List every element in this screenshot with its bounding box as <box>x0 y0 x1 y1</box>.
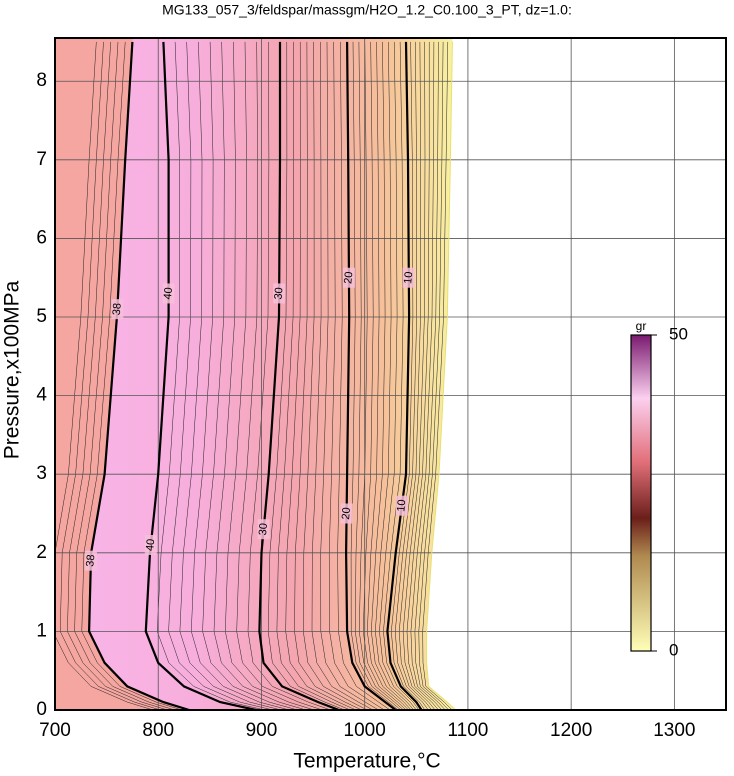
y-tick-label: 8 <box>36 70 47 91</box>
plot-frame <box>54 37 727 711</box>
y-axis-label: Pressure,x100MPa <box>1 280 24 459</box>
contour-line <box>144 41 257 712</box>
low-field-fill <box>55 38 190 710</box>
x-tick-label: 800 <box>142 720 174 741</box>
contour-label: 30 <box>273 287 286 300</box>
contour-label: 40 <box>144 538 157 551</box>
contour-label: 20 <box>342 271 355 284</box>
x-tick-label: 1200 <box>550 720 592 741</box>
y-tick-label: 4 <box>36 385 47 406</box>
contour-label-bg <box>402 267 415 288</box>
contour-label: 40 <box>162 287 175 300</box>
colorbar-fill <box>630 334 652 652</box>
y-tick-label: 3 <box>36 463 47 484</box>
contour-label: 10 <box>395 499 408 512</box>
contour-label-bg <box>395 495 408 516</box>
contour-label-bg <box>84 550 97 571</box>
contour-line <box>344 41 397 711</box>
axes: 700 800 900 1000 1100 1200 1300 0 1 2 3 4 5 6 7 8 38 38 40… <box>36 37 727 741</box>
x-tick-label: 1000 <box>344 720 386 741</box>
y-tick-label: 7 <box>36 149 47 170</box>
colorbar-tick-label: 0 <box>669 640 678 659</box>
x-axis-label: Temperature,°C <box>293 750 440 773</box>
x-tick-label: 1100 <box>447 720 488 741</box>
contour-line <box>426 41 456 711</box>
x-tick-label: 1300 <box>653 720 695 741</box>
contour-line <box>258 41 340 712</box>
contour-label: 10 <box>402 271 415 284</box>
contour-label: 38 <box>84 554 97 567</box>
x-tick-label: 700 <box>39 720 71 741</box>
colorbar-title: gr <box>636 319 647 333</box>
chart-title: MG133_057_3/feldspar/massgm/H2O_1.2_C0.1… <box>162 2 572 18</box>
contour-label-bg <box>340 503 353 524</box>
y-tick-label: 6 <box>36 227 47 248</box>
contour-line <box>87 41 190 712</box>
contour-label-bg <box>273 283 286 304</box>
colorbar-tick-label: 50 <box>669 324 688 343</box>
colorbar: gr 50 0 <box>630 319 688 659</box>
contour-label: 20 <box>340 507 353 520</box>
y-tick-label: 0 <box>36 699 47 720</box>
contour-line <box>386 41 423 711</box>
contour-label-bg <box>342 267 355 288</box>
y-tick-label: 1 <box>36 620 47 641</box>
x-tick-label: 900 <box>246 720 278 741</box>
contour-label-bg <box>144 534 157 555</box>
contour-label: 30 <box>257 523 270 536</box>
contour-label-bg <box>162 283 175 304</box>
contour-label: 38 <box>111 303 124 316</box>
y-tick-label: 5 <box>36 306 47 327</box>
y-tick-label: 2 <box>36 542 47 563</box>
contour-label-bg <box>111 299 124 320</box>
contour-label-bg <box>257 519 270 540</box>
